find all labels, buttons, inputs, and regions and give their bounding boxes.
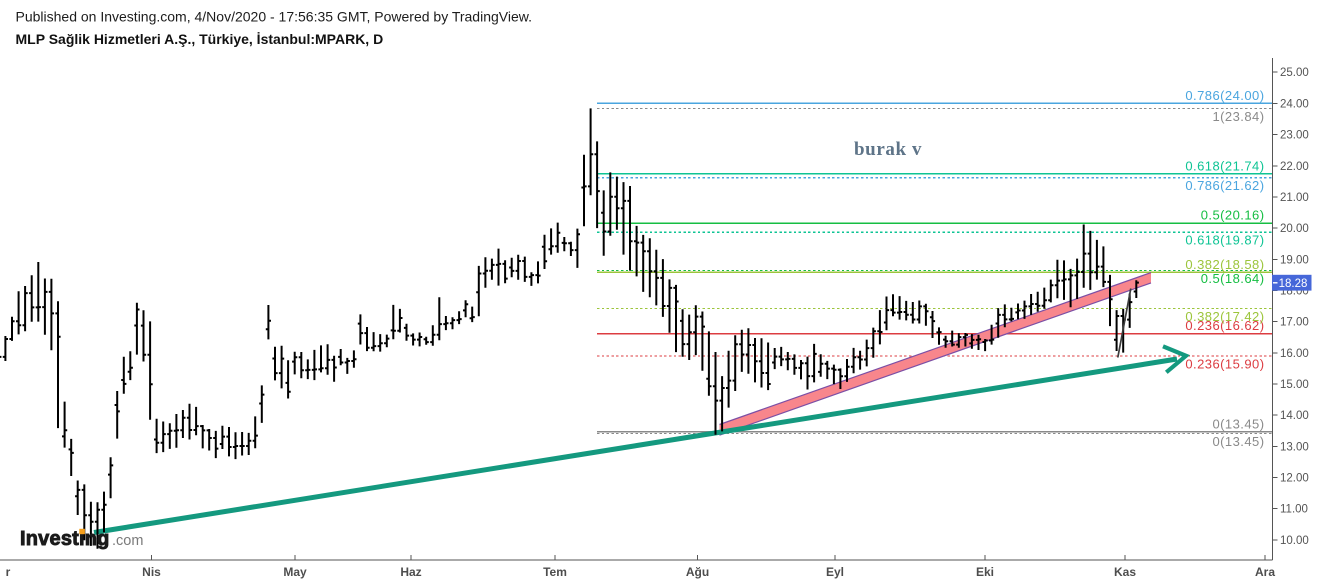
svg-text:0.618(19.87): 0.618(19.87) [1185, 233, 1264, 248]
svg-text:25.00: 25.00 [1280, 67, 1309, 79]
svg-text:May: May [283, 565, 307, 579]
svg-text:Ağu: Ağu [686, 565, 709, 579]
svg-text:Haz: Haz [400, 565, 421, 579]
svg-text:14.00: 14.00 [1280, 410, 1309, 422]
svg-text:r: r [6, 565, 11, 579]
svg-text:0(13.45): 0(13.45) [1212, 417, 1264, 432]
svg-text:0.236(15.90): 0.236(15.90) [1185, 356, 1264, 371]
svg-text:16.00: 16.00 [1280, 348, 1309, 360]
svg-text:15.00: 15.00 [1280, 379, 1309, 391]
svg-text:22.00: 22.00 [1280, 161, 1309, 173]
svg-text:13.00: 13.00 [1280, 441, 1309, 453]
svg-text:0.236(16.62): 0.236(16.62) [1185, 318, 1264, 333]
svg-text:0.382(17.42): 0.382(17.42) [1185, 309, 1264, 324]
svg-text:0(13.45): 0(13.45) [1212, 434, 1264, 449]
svg-text:1(23.84): 1(23.84) [1212, 109, 1264, 124]
svg-text:0.382(18.58): 0.382(18.58) [1185, 257, 1264, 272]
svg-text:0.5(18.64): 0.5(18.64) [1201, 271, 1265, 286]
svg-text:12.00: 12.00 [1280, 473, 1309, 485]
svg-text:Tem: Tem [543, 565, 567, 579]
svg-text:Ara: Ara [1255, 565, 1275, 579]
svg-text:10.00: 10.00 [1280, 535, 1309, 547]
svg-text:11.00: 11.00 [1280, 504, 1308, 516]
svg-text:burak v: burak v [854, 139, 922, 160]
svg-text:17.00: 17.00 [1280, 317, 1309, 329]
svg-text:Eyl: Eyl [826, 565, 844, 579]
svg-text:24.00: 24.00 [1280, 98, 1309, 110]
svg-text:0.618(21.74): 0.618(21.74) [1185, 159, 1264, 174]
svg-text:Kas: Kas [1114, 565, 1136, 579]
svg-text:18.28: 18.28 [1279, 278, 1308, 290]
svg-text:MLP Sağlik Hizmetleri A.Ş., Tü: MLP Sağlik Hizmetleri A.Ş., Türkiye, İst… [16, 31, 384, 47]
svg-text:Nis: Nis [142, 565, 161, 579]
svg-text:0.5(20.16): 0.5(20.16) [1201, 208, 1265, 223]
svg-text:0.786(24.00): 0.786(24.00) [1185, 88, 1264, 103]
svg-text:Eki: Eki [976, 565, 994, 579]
svg-text:21.00: 21.00 [1280, 192, 1309, 204]
svg-text:19.00: 19.00 [1280, 254, 1309, 266]
svg-text:20.00: 20.00 [1280, 223, 1309, 235]
svg-text:23.00: 23.00 [1280, 130, 1309, 142]
svg-text:.com: .com [112, 533, 143, 549]
svg-text:Investing: Investing [20, 528, 110, 550]
svg-text:Published on Investing.com, 4/: Published on Investing.com, 4/Nov/2020 -… [16, 9, 532, 25]
svg-text:0.786(21.62): 0.786(21.62) [1185, 178, 1264, 193]
